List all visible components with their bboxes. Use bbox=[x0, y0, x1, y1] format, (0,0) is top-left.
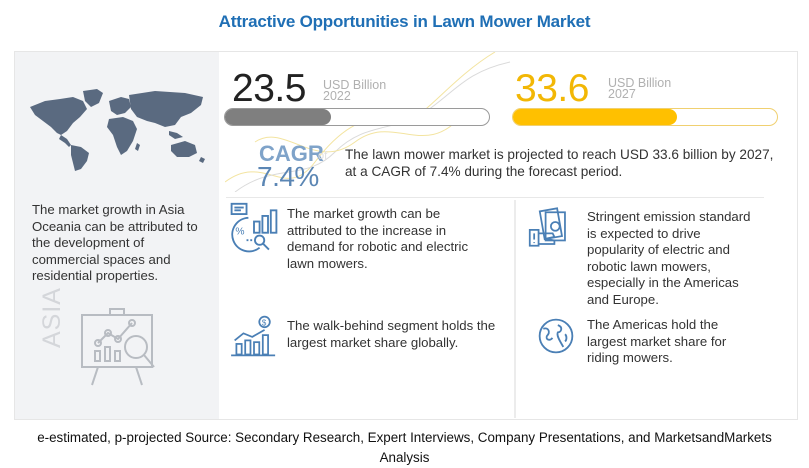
market-unit-2022: USD Billion bbox=[323, 78, 387, 92]
svg-text:%: % bbox=[235, 227, 244, 238]
presentation-analytics-icon bbox=[81, 308, 155, 386]
svg-text:$: $ bbox=[262, 318, 267, 327]
asia-oceania-text: The market growth in Asia Oceania can be… bbox=[32, 202, 198, 283]
cagr-value: 7.4% bbox=[257, 161, 319, 192]
progress-bar-2022 bbox=[224, 108, 490, 126]
market-unit-2027: USD Billion bbox=[608, 76, 672, 90]
footer-line-2: Analysis bbox=[379, 450, 430, 465]
cagr-of-label: of bbox=[318, 150, 328, 162]
cagr-label: CAGR bbox=[259, 141, 324, 166]
market-value-2022: 23.5 bbox=[232, 67, 306, 110]
progress-fill-2022 bbox=[225, 109, 331, 125]
growth-bar-chart-dollar-icon: $ bbox=[231, 315, 276, 357]
money-hand-warning-icon bbox=[528, 207, 566, 247]
progress-fill-2027 bbox=[513, 109, 677, 125]
market-value-2027: 33.6 bbox=[515, 67, 589, 110]
market-year-2022: 2022 bbox=[323, 89, 351, 103]
card-text-robotic-demand: The market growth can be attributed to t… bbox=[287, 206, 469, 271]
source-footer: e-estimated, p-projected Source: Seconda… bbox=[0, 428, 809, 468]
region-label: ASIA bbox=[38, 287, 66, 348]
world-map-icon bbox=[30, 89, 205, 171]
card-text-emission-standard: Stringent emission standard is expected … bbox=[587, 209, 751, 307]
market-growth-analytics-icon: % bbox=[230, 202, 278, 253]
market-year-2027: 2027 bbox=[608, 87, 636, 101]
card-text-walk-behind: The walk-behind segment holds the larges… bbox=[287, 318, 496, 350]
page-title: Attractive Opportunities in Lawn Mower M… bbox=[218, 12, 591, 31]
column-divider bbox=[514, 200, 516, 418]
cagr-description: The lawn mower market is projected to re… bbox=[345, 147, 774, 179]
section-divider bbox=[226, 197, 764, 198]
globe-icon bbox=[538, 318, 574, 354]
footer-line-1: e-estimated, p-projected Source: Seconda… bbox=[37, 430, 772, 445]
card-text-americas-riding: The Americas hold the largest market sha… bbox=[587, 317, 727, 365]
progress-bar-2027 bbox=[512, 108, 778, 126]
